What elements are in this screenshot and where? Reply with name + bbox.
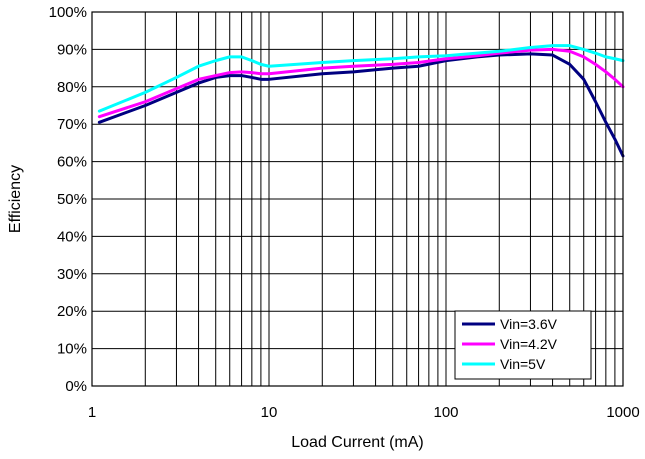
y-tick-label: 10% (57, 341, 87, 358)
x-tick-label: 100 (433, 404, 458, 421)
plot-frame (91, 11, 624, 387)
y-tick-label: 60% (57, 154, 87, 171)
y-axis-label: Efficiency (7, 165, 24, 233)
y-tick-labels: 0% 10% 20% 30% 40% 50% 60% 70% 80% 90% 100% (49, 4, 87, 395)
x-tick-label: 10 (261, 404, 278, 421)
x-tick-label: 1 (88, 404, 96, 421)
y-tick-label: 0% (65, 378, 87, 395)
x-axis-label: Load Current (mA) (291, 434, 424, 451)
legend-label: Vin=5V (500, 356, 546, 372)
y-tick-label: 50% (57, 191, 87, 208)
y-tick-label: 70% (57, 116, 87, 133)
series-lines (97, 44, 625, 158)
y-tick-label: 90% (57, 41, 87, 58)
y-tick-label: 20% (57, 303, 87, 320)
series-line-1 (97, 52, 625, 158)
y-tick-label: 30% (57, 266, 87, 283)
legend: Vin=3.6V Vin=4.2V Vin=5V (454, 310, 592, 380)
x-tick-labels: 1 10 100 1000 (88, 404, 640, 421)
x-tick-label: 1000 (606, 404, 639, 421)
y-tick-label: 40% (57, 228, 87, 245)
series-line-2 (97, 47, 625, 119)
legend-label: Vin=3.6V (500, 316, 558, 332)
y-tick-label: 100% (49, 4, 87, 21)
y-tick-label: 80% (57, 79, 87, 96)
legend-label: Vin=4.2V (500, 336, 558, 352)
series-line-3 (97, 44, 625, 113)
